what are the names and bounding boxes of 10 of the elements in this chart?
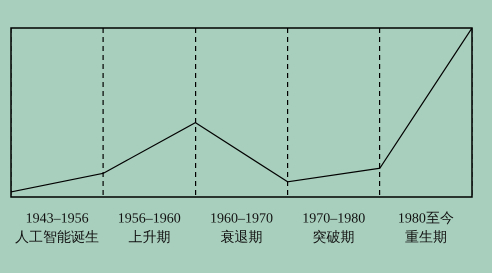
text: 上升期: [128, 230, 170, 246]
text: 1980至今: [398, 210, 454, 227]
text: 衰退期: [220, 230, 262, 246]
text: 1956–1960: [118, 212, 181, 227]
text: 1970–1980: [302, 212, 366, 227]
text: 重生期: [404, 230, 447, 246]
text: 1960–1970: [210, 212, 273, 227]
text: 突破期: [312, 230, 355, 246]
text: 人工智能诞生: [15, 230, 100, 246]
text: 1943–1956: [26, 212, 89, 227]
